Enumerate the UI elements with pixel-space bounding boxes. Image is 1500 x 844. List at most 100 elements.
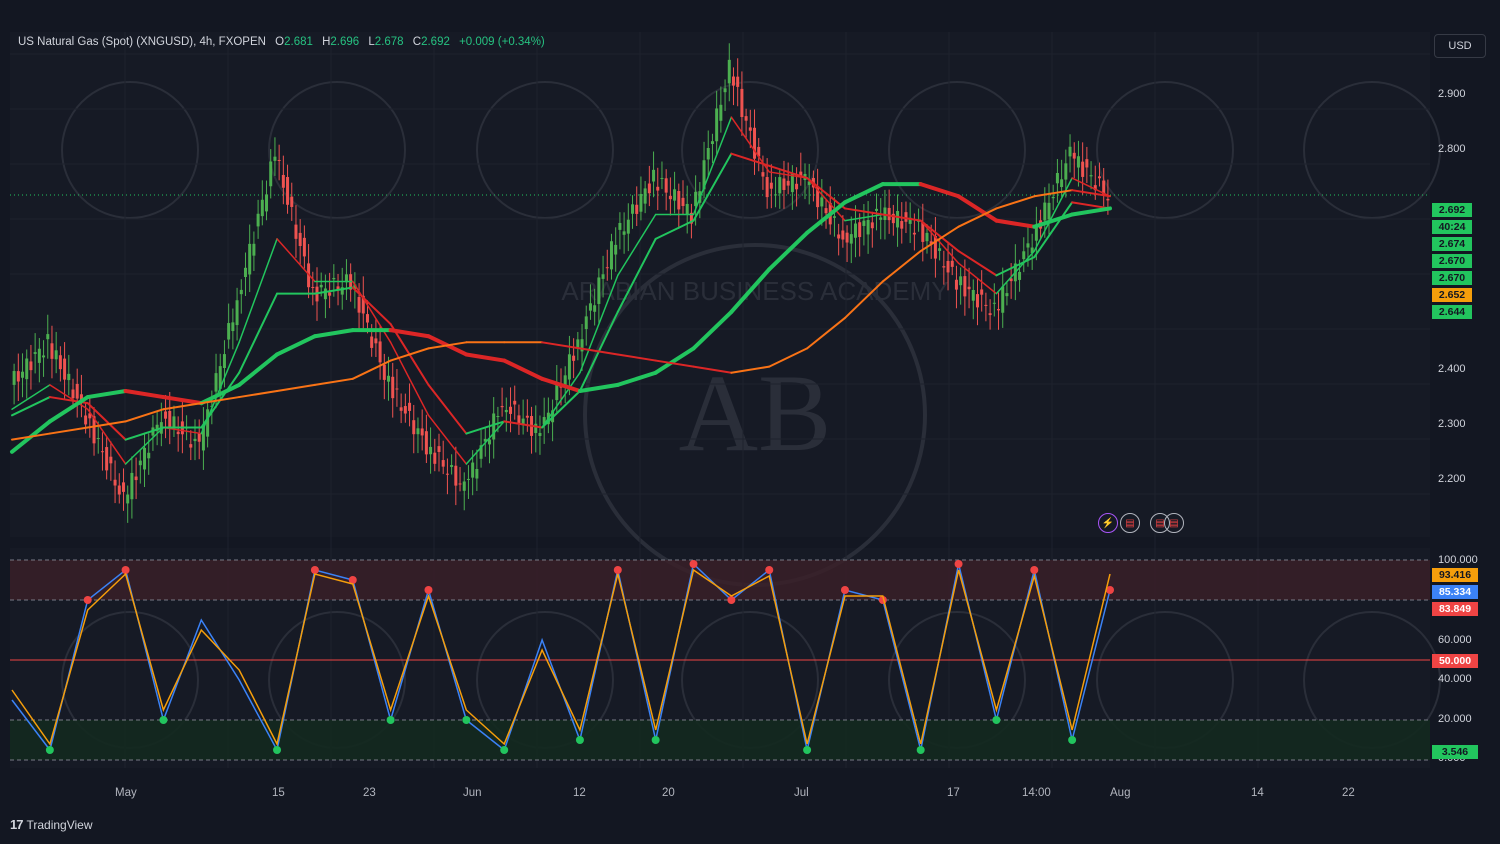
candle-body — [25, 358, 29, 380]
moving-average-segment — [806, 177, 846, 210]
candle-body — [197, 433, 201, 442]
low-label: L — [368, 36, 375, 48]
candle-body — [412, 420, 416, 435]
candle-body — [1009, 278, 1013, 282]
moving-average-segment — [312, 328, 355, 339]
candle-body — [319, 284, 323, 288]
moving-average-segment — [86, 420, 127, 429]
price-axis-label: 2.900 — [1438, 88, 1466, 100]
candle-body — [336, 286, 340, 290]
candle-body — [424, 431, 428, 455]
candle-body — [50, 343, 54, 359]
candle-body — [971, 289, 975, 301]
time-axis-label: 20 — [662, 787, 675, 799]
candle-body — [542, 417, 546, 425]
candle-body — [143, 447, 147, 470]
moving-average-segment — [653, 346, 696, 375]
candle-body — [164, 411, 168, 419]
candle-body — [487, 439, 491, 445]
moving-average-segment — [313, 377, 354, 386]
candle-body — [513, 400, 517, 405]
candle-body — [563, 375, 567, 389]
currency-button[interactable]: USD — [1434, 34, 1486, 58]
candle-body — [652, 169, 656, 182]
candle-body — [858, 222, 862, 238]
moving-average-segment — [11, 384, 51, 410]
candle-body — [54, 350, 58, 360]
candle-body — [685, 203, 689, 215]
moving-average-segment — [313, 286, 354, 295]
candle-body — [1001, 286, 1005, 313]
us-flag-icon[interactable]: ▤ — [1120, 513, 1140, 533]
candle-body — [155, 424, 159, 432]
candle-body — [997, 309, 1001, 311]
moving-average-segment — [124, 426, 165, 465]
moving-average-segment — [541, 389, 581, 429]
moving-average-segment — [352, 280, 392, 344]
candle-body — [597, 277, 601, 304]
candle-body — [681, 197, 685, 207]
candle-body — [492, 413, 496, 440]
moving-average-segment — [47, 395, 90, 424]
time-axis-label: 14 — [1251, 787, 1264, 799]
tradingview-logo-icon: 17 — [10, 817, 24, 832]
candle-body — [429, 446, 433, 455]
moving-average-segment — [1071, 189, 1111, 198]
candle-body — [189, 444, 193, 448]
moving-average-segment — [1071, 177, 1111, 198]
moving-average-segment — [351, 359, 392, 380]
candle-body — [1026, 243, 1030, 248]
lightning-icon[interactable]: ⚡ — [1098, 513, 1118, 533]
watermark-ring — [1096, 81, 1234, 219]
candle-body — [361, 295, 365, 314]
candle-body — [538, 432, 542, 437]
candle-body — [399, 407, 403, 411]
candle-body — [206, 409, 210, 437]
candle-body — [12, 371, 16, 385]
oscillator-axis-label: 40.000 — [1438, 673, 1472, 685]
candle-body — [980, 289, 984, 295]
moving-average-segment — [11, 432, 51, 441]
overbought-dot — [727, 596, 736, 604]
candle-body — [332, 277, 336, 280]
candle-body — [130, 472, 134, 500]
us-flag-icon[interactable]: ▤ — [1164, 513, 1184, 533]
candle-body — [635, 204, 639, 214]
watermark-ring — [888, 81, 1026, 219]
oversold-dot — [916, 746, 925, 754]
oversold-dot — [651, 736, 660, 744]
candle-body — [631, 204, 635, 214]
candle-body — [483, 438, 487, 442]
candle-body — [378, 341, 382, 363]
candle-body — [420, 428, 424, 436]
moving-average-segment — [957, 207, 998, 228]
moving-average-segment — [842, 182, 885, 205]
candle-body — [340, 287, 344, 295]
candle-body — [639, 193, 643, 212]
candle-body — [298, 232, 302, 247]
moving-average-segment — [957, 250, 998, 277]
symbol-name[interactable]: US Natural Gas (Spot) (XNGUSD), 4h, FXOP… — [18, 36, 266, 48]
candle-body — [820, 197, 824, 207]
candle-body — [929, 241, 933, 244]
candle-body — [1018, 271, 1022, 280]
tradingview-brand[interactable]: 17 TradingView — [10, 817, 93, 832]
moving-average-segment — [540, 376, 582, 393]
moving-average-segment — [578, 347, 619, 356]
candle-body — [710, 141, 714, 144]
candle-body — [172, 416, 176, 428]
candle-body — [849, 234, 853, 244]
oversold-zone — [10, 720, 1430, 760]
moving-average-segment — [162, 402, 203, 411]
moving-average-segment — [1033, 177, 1073, 252]
oversold-dot — [1068, 736, 1077, 744]
open-value: 2.681 — [284, 36, 313, 48]
candle-body — [719, 104, 723, 121]
moving-average-segment — [730, 152, 771, 167]
candle-body — [517, 415, 521, 425]
candle-body — [1081, 161, 1085, 177]
candle-body — [496, 416, 500, 418]
candle-body — [1085, 159, 1089, 168]
moving-average-segment — [275, 334, 317, 357]
moving-average-segment — [806, 177, 846, 222]
